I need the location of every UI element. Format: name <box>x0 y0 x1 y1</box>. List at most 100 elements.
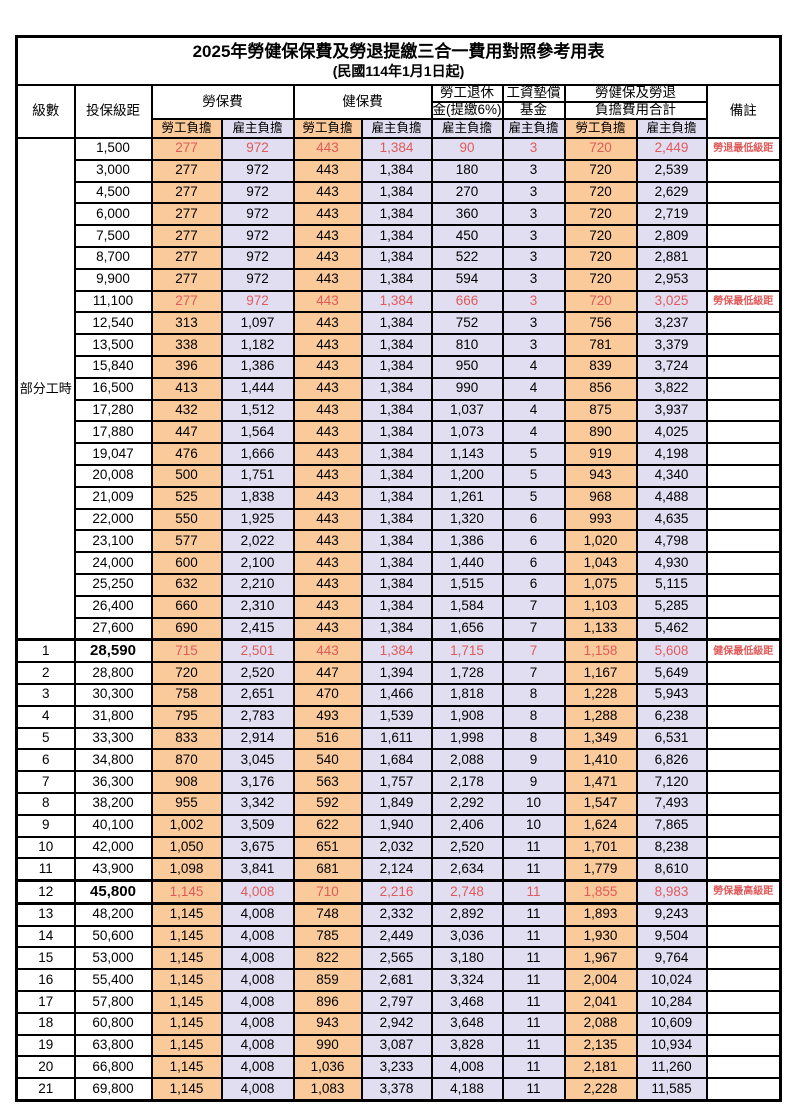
cell-health-employer: 2,942 <box>360 1011 433 1036</box>
cell-total-employer: 8,983 <box>635 879 708 905</box>
cell-labor-employee: 1,145 <box>150 968 223 993</box>
cell-pension-employer: 3,324 <box>430 968 504 993</box>
cell-remark <box>705 245 782 270</box>
cell-bracket: 19,047 <box>73 442 153 466</box>
col-header-pension-line1: 勞工退休 <box>430 84 504 103</box>
subheader-total-employer: 雇主負擔 <box>635 118 708 139</box>
cell-labor-employer: 3,675 <box>220 835 295 860</box>
cell-health-employee: 443 <box>292 616 363 641</box>
cell-health-employer: 1,849 <box>360 791 433 816</box>
cell-bracket: 63,800 <box>73 1033 153 1058</box>
cell-pension-employer: 2,520 <box>430 835 504 860</box>
part-time-label-cell: 部分工時 <box>15 137 76 641</box>
subheader-pension-employer: 雇主負擔 <box>430 118 504 139</box>
cell-labor-employer: 3,176 <box>220 770 295 794</box>
table-row: 4 31,800 795 2,783 493 1,539 1,908 8 1,288 6,238 <box>15 704 782 729</box>
cell-pension-employer: 1,261 <box>430 485 504 510</box>
table-row: 26,400 660 2,310 443 1,384 1,584 7 1,103 5,285 <box>17 594 782 619</box>
cell-total-employee: 993 <box>563 507 638 532</box>
cell-pension-employer: 1,200 <box>430 463 504 488</box>
cell-bracket: 25,250 <box>73 572 153 597</box>
cell-health-employer: 1,384 <box>360 202 433 227</box>
cell-labor-employee: 1,145 <box>150 990 223 1014</box>
cell-arrears-employer: 8 <box>501 704 566 729</box>
cell-labor-employee: 1,145 <box>150 1055 223 1080</box>
cell-remark <box>705 398 782 423</box>
cell-level: 5 <box>15 726 76 751</box>
cell-level: 15 <box>15 946 76 971</box>
cell-health-employer: 1,384 <box>360 158 433 183</box>
cell-remark <box>705 354 782 379</box>
cell-remark <box>705 857 782 882</box>
cell-labor-employee: 447 <box>150 420 223 445</box>
cell-remark <box>705 224 782 248</box>
cell-health-employer: 1,384 <box>360 572 433 597</box>
cell-health-employer: 1,384 <box>360 137 433 161</box>
table-row: 3,000 277 972 443 1,384 180 3 720 2,539 <box>17 158 782 183</box>
cell-level: 9 <box>15 813 76 838</box>
col-header-wage-arrears-line2: 基金 <box>501 101 566 120</box>
cell-bracket: 23,100 <box>73 529 153 554</box>
cell-health-employer: 2,032 <box>360 835 433 860</box>
cell-health-employer: 1,384 <box>360 551 433 575</box>
cell-health-employer: 1,384 <box>360 594 433 619</box>
cell-pension-employer: 1,440 <box>430 551 504 575</box>
cell-remark <box>705 835 782 860</box>
cell-total-employer: 3,822 <box>635 376 708 401</box>
cell-remark <box>705 529 782 554</box>
cell-bracket: 7,500 <box>73 224 153 248</box>
cell-total-employee: 2,088 <box>563 1011 638 1036</box>
cell-health-employer: 1,684 <box>360 748 433 773</box>
cell-total-employer: 4,798 <box>635 529 708 554</box>
cell-health-employer: 1,384 <box>360 180 433 205</box>
table-row: 24,000 600 2,100 443 1,384 1,440 6 1,043 4,930 <box>17 551 782 575</box>
cell-health-employer: 2,449 <box>360 924 433 949</box>
cell-labor-employee: 313 <box>150 311 223 336</box>
cell-arrears-employer: 8 <box>501 726 566 751</box>
table-row: 19,047 476 1,666 443 1,384 1,143 5 919 4,198 <box>17 442 782 466</box>
cell-bracket: 17,280 <box>73 398 153 423</box>
cell-health-employer: 1,384 <box>360 376 433 401</box>
cell-labor-employee: 277 <box>150 289 223 314</box>
cell-arrears-employer: 4 <box>501 354 566 379</box>
cell-pension-employer: 2,892 <box>430 902 504 927</box>
cell-health-employee: 443 <box>292 463 363 488</box>
cell-health-employee: 443 <box>292 638 363 664</box>
page-subtitle: (民國114年1月1日起) <box>332 62 465 79</box>
cell-arrears-employer: 9 <box>501 748 566 773</box>
cell-total-employer: 4,198 <box>635 442 708 466</box>
cell-bracket: 43,900 <box>73 857 153 882</box>
cell-health-employee: 493 <box>292 704 363 729</box>
cell-pension-employer: 2,634 <box>430 857 504 882</box>
cell-arrears-employer: 3 <box>501 311 566 336</box>
cell-arrears-employer: 3 <box>501 224 566 248</box>
cell-labor-employer: 1,564 <box>220 420 295 445</box>
cell-arrears-employer: 5 <box>501 485 566 510</box>
table-row: 17,280 432 1,512 443 1,384 1,037 4 875 3,937 <box>17 398 782 423</box>
cell-total-employee: 2,135 <box>563 1033 638 1058</box>
cell-remark <box>705 968 782 993</box>
table-row: 16,500 413 1,444 443 1,384 990 4 856 3,822 <box>17 376 782 401</box>
cell-arrears-employer: 3 <box>501 333 566 357</box>
cell-arrears-employer: 11 <box>501 835 566 860</box>
cell-total-employer: 9,504 <box>635 924 708 949</box>
cell-labor-employer: 2,783 <box>220 704 295 729</box>
cell-labor-employer: 2,310 <box>220 594 295 619</box>
table-row: 20 66,800 1,145 4,008 1,036 3,233 4,008 11 2,181… <box>15 1055 782 1080</box>
cell-total-employee: 1,547 <box>563 791 638 816</box>
cell-arrears-employer: 11 <box>501 1011 566 1036</box>
cell-labor-employee: 500 <box>150 463 223 488</box>
cell-total-employee: 1,020 <box>563 529 638 554</box>
cell-arrears-employer: 3 <box>501 158 566 183</box>
cell-health-employee: 443 <box>292 311 363 336</box>
cell-total-employee: 720 <box>563 180 638 205</box>
cell-arrears-employer: 7 <box>501 661 566 685</box>
subheader-labor-employee: 勞工負擔 <box>150 118 223 139</box>
cell-total-employer: 3,937 <box>635 398 708 423</box>
cell-bracket: 40,100 <box>73 813 153 838</box>
cell-labor-employee: 277 <box>150 202 223 227</box>
cell-remark: 勞保最高級距 <box>705 879 782 905</box>
cell-labor-employee: 1,145 <box>150 946 223 971</box>
cell-health-employee: 443 <box>292 202 363 227</box>
cell-total-employer: 3,237 <box>635 311 708 336</box>
